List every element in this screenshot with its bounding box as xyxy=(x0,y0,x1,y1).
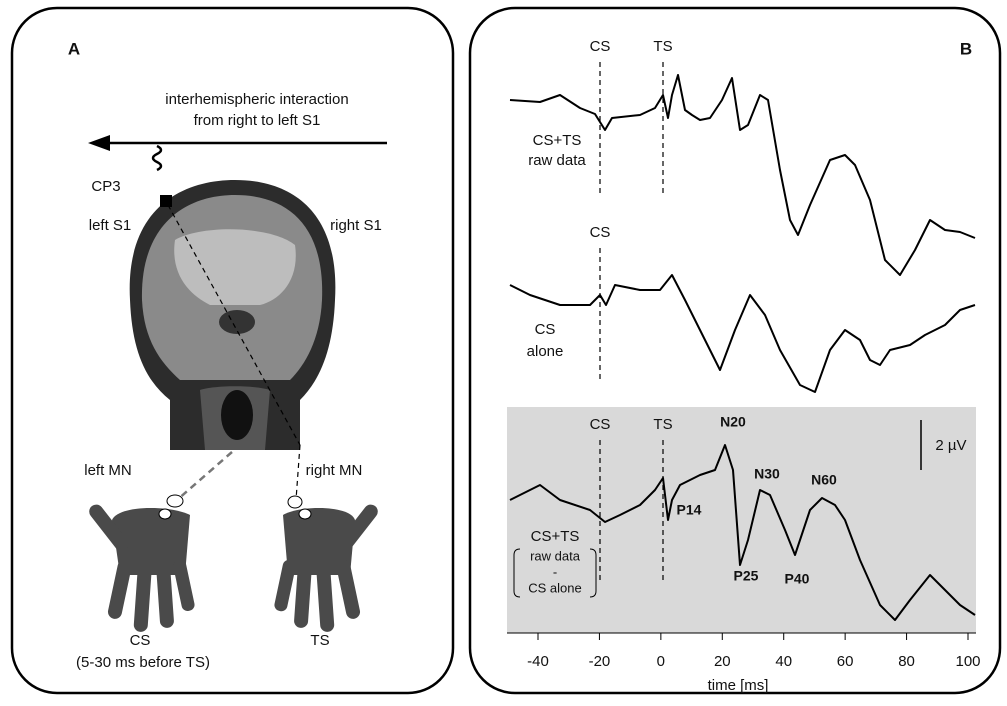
peak-label: P25 xyxy=(734,568,759,584)
figure: A interhemispheric interaction from righ… xyxy=(0,0,1007,701)
difference-box xyxy=(507,407,976,633)
bracket-text: raw data xyxy=(530,548,581,563)
stim-site xyxy=(159,509,171,519)
x-tick-label: 100 xyxy=(955,653,980,670)
electrode-label: CP3 xyxy=(91,178,120,195)
stim-site xyxy=(288,496,302,508)
trace-label: CS+TS xyxy=(531,528,580,545)
marker-label: CS xyxy=(590,38,611,55)
trace-label: CS xyxy=(535,321,556,338)
x-tick-label: -40 xyxy=(527,653,549,670)
nerve-label: right MN xyxy=(306,462,363,479)
arrow-text: interhemispheric interaction xyxy=(165,91,348,108)
stim-label: TS xyxy=(310,632,329,649)
marker-label: CS xyxy=(590,416,611,433)
peak-label: N60 xyxy=(811,472,837,488)
peak-label: P14 xyxy=(677,502,702,518)
x-axis-title: time [ms] xyxy=(708,677,769,694)
peak-label: N20 xyxy=(720,414,746,430)
arrow-text: from right to left S1 xyxy=(194,112,321,129)
panel-label: A xyxy=(68,39,80,58)
x-tick-label: 40 xyxy=(775,653,792,670)
trace-label: raw data xyxy=(528,152,586,169)
x-tick-label: -20 xyxy=(589,653,611,670)
nerve-label: left MN xyxy=(84,462,132,479)
bracket-text: CS alone xyxy=(528,580,581,595)
marker-label: TS xyxy=(653,38,672,55)
panel-label: B xyxy=(960,39,972,58)
x-tick-label: 60 xyxy=(837,653,854,670)
area-label: right S1 xyxy=(330,217,382,234)
area-label: left S1 xyxy=(89,217,132,234)
x-tick-label: 0 xyxy=(657,653,665,670)
trace-label: alone xyxy=(527,343,564,360)
stim-site xyxy=(167,495,183,507)
trace-label: CS+TS xyxy=(533,132,582,149)
x-tick-label: 20 xyxy=(714,653,731,670)
stim-site xyxy=(299,509,311,519)
scale-label: 2 µV xyxy=(935,437,966,454)
x-tick-label: 80 xyxy=(898,653,915,670)
peak-label: N30 xyxy=(754,466,780,482)
stim-note: (5-30 ms before TS) xyxy=(76,654,210,671)
peak-label: P40 xyxy=(785,571,810,587)
stim-label: CS xyxy=(130,632,151,649)
bracket-text: - xyxy=(553,564,557,579)
marker-label: CS xyxy=(590,224,611,241)
marker-label: TS xyxy=(653,416,672,433)
electrode xyxy=(160,195,172,207)
